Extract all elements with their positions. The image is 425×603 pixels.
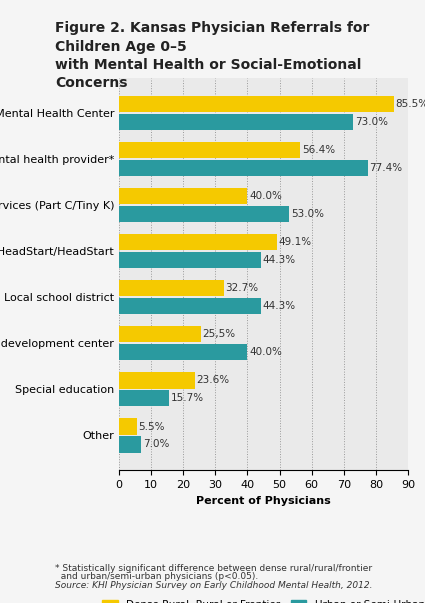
Text: 44.3%: 44.3% <box>263 255 296 265</box>
Bar <box>119 160 368 176</box>
Text: 56.4%: 56.4% <box>302 145 335 156</box>
Bar <box>119 298 261 314</box>
Legend: Dense Rural, Rural or Frontier, Urban or Semi-Urban: Dense Rural, Rural or Frontier, Urban or… <box>98 596 425 603</box>
Text: 5.5%: 5.5% <box>138 421 165 432</box>
Text: Source: KHI Physician Survey on Early Childhood Mental Health, 2012.: Source: KHI Physician Survey on Early Ch… <box>55 581 373 590</box>
Bar <box>119 235 277 250</box>
Bar <box>119 142 300 159</box>
Bar <box>119 437 142 452</box>
Text: 73.0%: 73.0% <box>355 117 388 127</box>
Bar <box>119 114 354 130</box>
Text: 15.7%: 15.7% <box>171 393 204 403</box>
Bar <box>119 390 170 406</box>
Text: 44.3%: 44.3% <box>263 302 296 311</box>
Bar <box>119 252 261 268</box>
Text: 40.0%: 40.0% <box>249 347 282 358</box>
Bar <box>119 188 247 204</box>
Text: 53.0%: 53.0% <box>291 209 324 219</box>
Text: 77.4%: 77.4% <box>369 163 402 173</box>
Bar <box>119 373 195 388</box>
Text: 40.0%: 40.0% <box>249 191 282 201</box>
Bar <box>119 96 394 112</box>
Text: 49.1%: 49.1% <box>278 238 312 247</box>
Bar <box>119 326 201 343</box>
Text: 85.5%: 85.5% <box>395 99 425 109</box>
Text: 23.6%: 23.6% <box>196 376 230 385</box>
Text: and urban/semi-urban physicians (p<0.05).: and urban/semi-urban physicians (p<0.05)… <box>55 572 258 581</box>
Bar <box>119 206 289 223</box>
Bar <box>119 280 224 297</box>
X-axis label: Percent of Physicians: Percent of Physicians <box>196 496 331 506</box>
Text: * Statistically significant difference between dense rural/rural/frontier: * Statistically significant difference b… <box>55 564 372 573</box>
Text: 7.0%: 7.0% <box>143 440 170 449</box>
Bar <box>119 344 247 361</box>
Text: Figure 2. Kansas Physician Referrals for Children Age 0–5
with Mental Health or : Figure 2. Kansas Physician Referrals for… <box>55 21 370 90</box>
Text: 25,5%: 25,5% <box>202 329 235 339</box>
Text: 32.7%: 32.7% <box>226 283 259 294</box>
Bar <box>119 418 137 435</box>
